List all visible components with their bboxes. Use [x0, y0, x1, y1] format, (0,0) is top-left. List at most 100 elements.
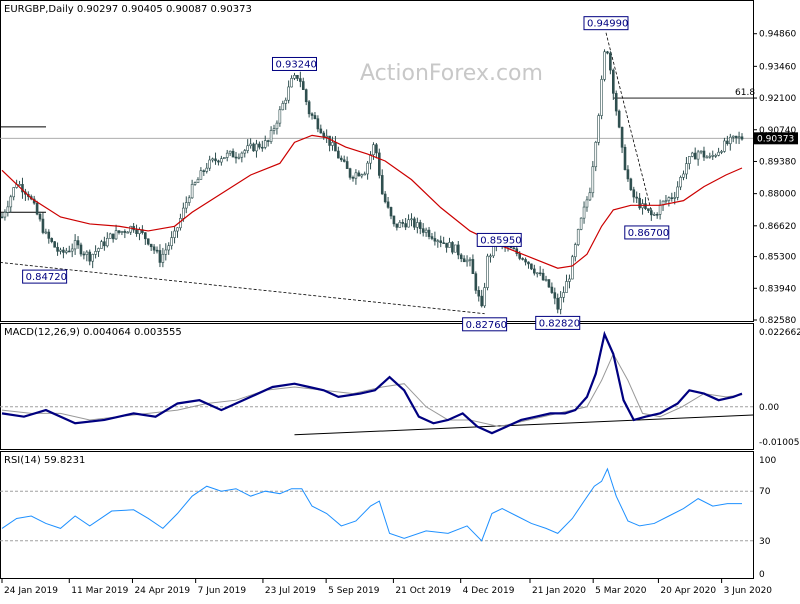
- candle-body: [407, 219, 410, 228]
- x-tick-label: 5 Sep 2019: [328, 586, 380, 596]
- candle-body: [6, 206, 10, 213]
- candle-body: [635, 196, 639, 199]
- candle-body: [600, 79, 603, 116]
- candle-body: [638, 197, 641, 209]
- candle-body: [357, 172, 361, 177]
- candle-body: [243, 150, 247, 154]
- macd-trend-line: [294, 414, 754, 436]
- candle-body: [38, 213, 42, 220]
- candle-body: [571, 256, 574, 280]
- candle-body: [146, 238, 150, 245]
- candle-body: [445, 242, 448, 248]
- candle-body: [576, 229, 580, 245]
- candle-body: [688, 156, 691, 164]
- candle-body: [401, 222, 405, 224]
- candle-body: [129, 226, 132, 233]
- candle-body: [723, 140, 726, 152]
- candle-body: [550, 286, 554, 293]
- candle-body: [696, 151, 700, 160]
- candle-body: [480, 295, 483, 307]
- x-tick-label: 21 Jan 2020: [532, 586, 586, 596]
- candle-body: [647, 208, 650, 211]
- current-price-badge: [754, 132, 798, 145]
- candle-body: [325, 135, 328, 138]
- candle-body: [293, 75, 296, 79]
- candle-body: [632, 189, 636, 198]
- candle-body: [337, 150, 340, 159]
- candle-body: [108, 233, 112, 239]
- candle-body: [187, 197, 191, 203]
- candle-body: [541, 272, 545, 281]
- candle-body: [383, 193, 387, 203]
- candle-body: [726, 140, 729, 145]
- candle-body: [702, 150, 706, 158]
- annotation-box: [271, 56, 317, 71]
- candle-body: [18, 184, 21, 186]
- candle-body: [568, 278, 571, 282]
- candle-body: [65, 250, 68, 253]
- candle-body: [152, 246, 156, 251]
- candle-body: [705, 156, 709, 159]
- candle-body: [436, 240, 440, 243]
- candle-body: [114, 230, 118, 240]
- candle-body: [73, 240, 77, 250]
- candle-body: [717, 151, 720, 156]
- candle-body: [623, 146, 627, 170]
- candle-body: [524, 259, 527, 263]
- candle-body: [70, 248, 74, 252]
- candle-body: [307, 101, 311, 115]
- candle-body: [430, 236, 434, 239]
- price-y-tick-label: 0.85300: [759, 253, 796, 263]
- candle-body: [392, 215, 396, 225]
- candle-body: [591, 166, 595, 194]
- candle-body: [693, 152, 697, 160]
- candle-body: [594, 142, 598, 168]
- candle-body: [199, 170, 203, 180]
- candle-body: [372, 144, 375, 156]
- candle-body: [439, 240, 443, 243]
- candle-body: [714, 155, 717, 157]
- candle-body: [246, 145, 249, 151]
- candle-body: [366, 162, 369, 175]
- candle-body: [111, 233, 115, 240]
- trend-line: [605, 32, 654, 218]
- candle-body: [275, 122, 279, 130]
- candle-body: [413, 218, 416, 228]
- candle-body: [679, 177, 682, 188]
- candle-body: [211, 158, 214, 161]
- candle-body: [269, 130, 273, 142]
- candle-body: [155, 249, 159, 252]
- candle-body: [533, 268, 536, 274]
- moving-average-line: [1, 134, 743, 269]
- candle-body: [609, 52, 612, 71]
- candle-body: [328, 135, 331, 146]
- candle-body: [565, 281, 568, 293]
- candle-body: [179, 218, 182, 229]
- candle-body: [667, 197, 671, 201]
- candle-body: [281, 103, 285, 111]
- candle-body: [731, 135, 735, 138]
- candle-body: [193, 182, 197, 185]
- candle-body: [699, 150, 703, 153]
- candle-body: [44, 231, 48, 234]
- candle-body: [342, 159, 346, 162]
- candle-body: [88, 251, 92, 262]
- candle-body: [261, 146, 264, 149]
- candle-body: [737, 136, 741, 139]
- candle-body: [489, 255, 492, 258]
- candle-body: [220, 158, 223, 163]
- candle-body: [626, 169, 630, 180]
- candle-body: [380, 175, 384, 195]
- candle-body: [673, 197, 677, 199]
- macd-pane: [0, 323, 754, 450]
- candle-body: [416, 222, 419, 228]
- candle-body: [573, 244, 577, 258]
- candle-body: [474, 273, 478, 291]
- annotation-box: [22, 269, 68, 284]
- candle-body: [202, 170, 206, 173]
- rsi-title: RSI(14) 59.8231: [4, 455, 85, 466]
- candle-body: [720, 151, 723, 153]
- candle-body: [348, 168, 352, 178]
- annotation-label: 0.84720: [26, 272, 67, 283]
- x-tick-label: 24 Jan 2019: [4, 586, 58, 596]
